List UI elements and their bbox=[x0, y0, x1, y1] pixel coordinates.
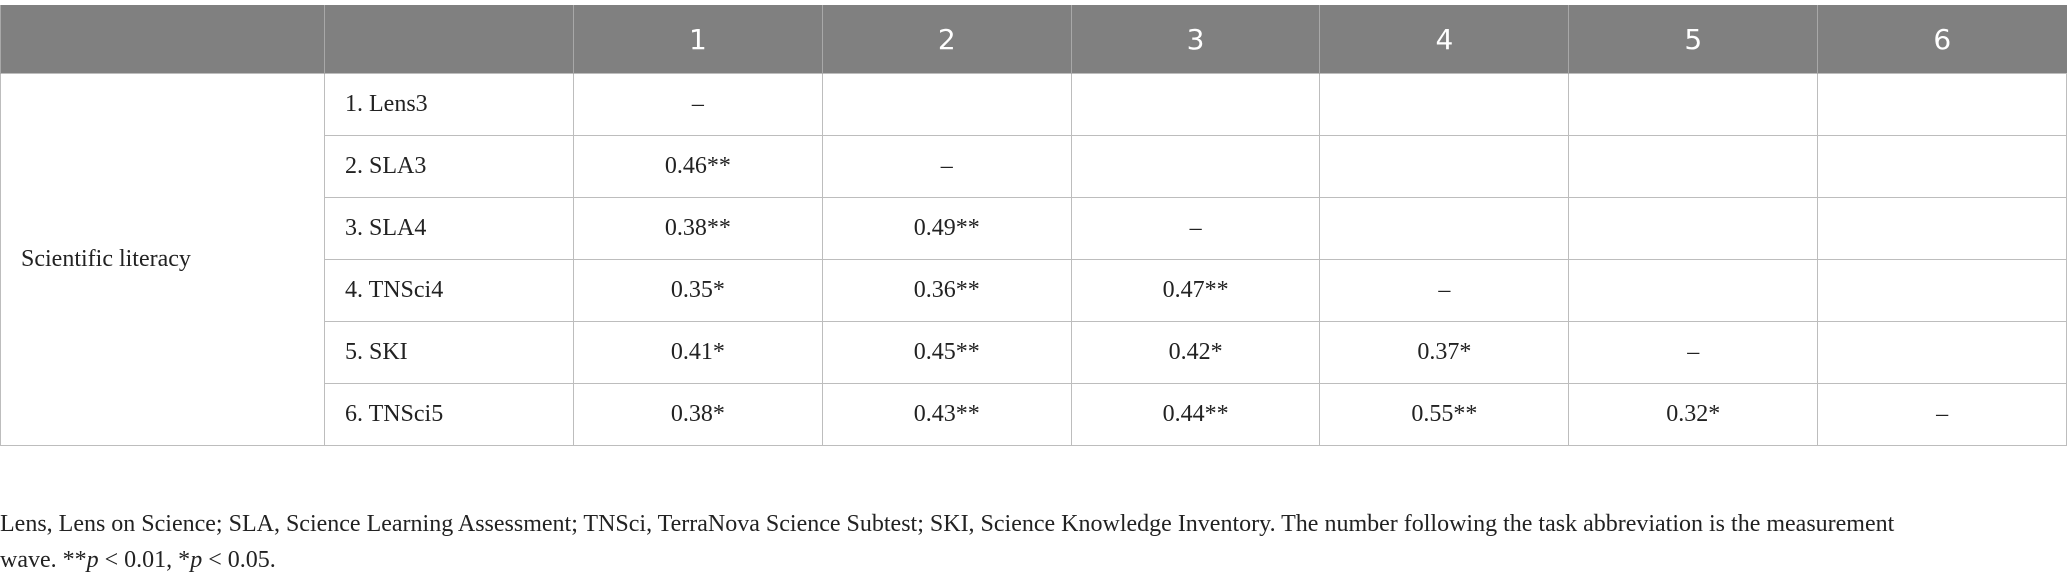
row-label: 2. SLA3 bbox=[324, 135, 574, 198]
cell: – bbox=[1070, 197, 1321, 260]
empty-cell bbox=[1568, 73, 1819, 136]
header-cell: 6 bbox=[1817, 5, 2067, 74]
header-cell bbox=[0, 5, 325, 74]
cell: 0.45** bbox=[821, 321, 1072, 384]
empty-cell bbox=[1319, 197, 1570, 260]
header-cell: 3 bbox=[1070, 5, 1320, 74]
footnote-text: < 0.01, * bbox=[98, 547, 191, 573]
cell: – bbox=[573, 73, 823, 136]
cell: – bbox=[1817, 383, 2067, 446]
row: Scientific literacy 1. Lens3– bbox=[0, 73, 2067, 446]
cell: 0.44** bbox=[1070, 383, 1321, 446]
empty-cell bbox=[1568, 135, 1819, 198]
empty-cell bbox=[1817, 73, 2067, 136]
footnote-text: < 0.05. bbox=[202, 547, 276, 573]
empty-cell bbox=[1817, 197, 2067, 260]
empty-cell bbox=[1568, 259, 1819, 322]
cell: 0.36** bbox=[821, 259, 1072, 322]
header-cell: 2 bbox=[821, 5, 1072, 74]
header-cell: 5 bbox=[1568, 5, 1818, 74]
row: 5. SKI 0.41* 0.45** 0.42* 0.37* – bbox=[1, 321, 2067, 384]
footnote-text: p bbox=[190, 547, 203, 573]
cell: – bbox=[1319, 259, 1570, 322]
footnote-text: Lens, Lens on Science; SLA, Science Lear… bbox=[0, 511, 1895, 573]
cell: – bbox=[821, 135, 1072, 198]
row-label: 5. SKI bbox=[324, 321, 574, 384]
row-label: 4. TNSci4 bbox=[324, 259, 574, 322]
cell: 0.42* bbox=[1070, 321, 1321, 384]
header-cell bbox=[324, 5, 574, 74]
empty-cell bbox=[1817, 321, 2067, 384]
footnote-text: p bbox=[86, 547, 99, 573]
empty-cell bbox=[1319, 135, 1570, 198]
cell: – bbox=[1568, 321, 1819, 384]
cell: 0.32* bbox=[1568, 383, 1819, 446]
empty-cell bbox=[821, 73, 1072, 136]
row: 6. TNSci5 0.38* 0.43** 0.44** 0.55** 0.32* – bbox=[1, 383, 2067, 446]
empty-cell bbox=[1319, 73, 1570, 136]
empty-cell bbox=[1070, 73, 1321, 136]
empty-cell bbox=[1817, 135, 2067, 198]
header-cell: 4 bbox=[1319, 5, 1569, 74]
cell: 0.41* bbox=[573, 321, 823, 384]
cell: 0.46** bbox=[573, 135, 823, 198]
cell: 0.37* bbox=[1319, 321, 1570, 384]
row-label: 1. Lens3 bbox=[324, 73, 574, 136]
cell: 0.47** bbox=[1070, 259, 1321, 322]
cell: 0.38** bbox=[573, 197, 823, 260]
cell: 0.49** bbox=[821, 197, 1072, 260]
cell: 0.35* bbox=[573, 259, 823, 322]
row: 2. SLA3 0.46** – bbox=[1, 135, 2067, 198]
cell: 0.38* bbox=[573, 383, 823, 446]
row-label: 6. TNSci5 bbox=[324, 383, 574, 446]
cell: 0.43** bbox=[821, 383, 1072, 446]
empty-cell bbox=[1817, 259, 2067, 322]
header-cell: 1 bbox=[573, 5, 823, 74]
empty-cell bbox=[1070, 135, 1321, 198]
footnote: Lens, Lens on Science; SLA, Science Lear… bbox=[0, 506, 1950, 578]
cell: 0.55** bbox=[1319, 383, 1570, 446]
row-label: 3. SLA4 bbox=[324, 197, 574, 260]
empty-cell bbox=[1568, 197, 1819, 260]
group-cell: Scientific literacy bbox=[0, 73, 325, 446]
